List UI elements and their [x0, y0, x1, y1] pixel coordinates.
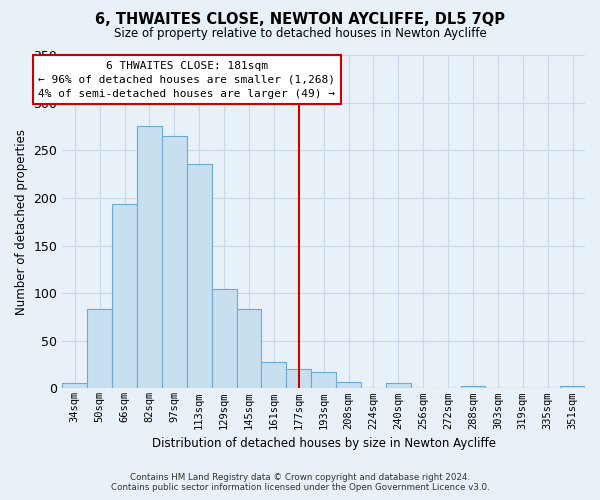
Bar	[286, 370, 311, 388]
Bar	[137, 126, 162, 388]
Y-axis label: Number of detached properties: Number of detached properties	[15, 128, 28, 314]
Text: 6, THWAITES CLOSE, NEWTON AYCLIFFE, DL5 7QP: 6, THWAITES CLOSE, NEWTON AYCLIFFE, DL5 …	[95, 12, 505, 28]
Text: 6 THWAITES CLOSE: 181sqm
← 96% of detached houses are smaller (1,268)
4% of semi: 6 THWAITES CLOSE: 181sqm ← 96% of detach…	[38, 60, 335, 98]
Bar	[311, 372, 336, 388]
Bar	[162, 136, 187, 388]
Bar	[386, 382, 411, 388]
Text: Contains HM Land Registry data © Crown copyright and database right 2024.
Contai: Contains HM Land Registry data © Crown c…	[110, 473, 490, 492]
Bar	[212, 290, 236, 388]
Bar	[112, 204, 137, 388]
Bar	[87, 310, 112, 388]
Bar	[262, 362, 286, 388]
Bar	[62, 382, 87, 388]
Bar	[461, 386, 485, 388]
Bar	[187, 164, 212, 388]
Text: Size of property relative to detached houses in Newton Aycliffe: Size of property relative to detached ho…	[113, 28, 487, 40]
Bar	[236, 310, 262, 388]
Bar	[560, 386, 585, 388]
Bar	[336, 382, 361, 388]
X-axis label: Distribution of detached houses by size in Newton Aycliffe: Distribution of detached houses by size …	[152, 437, 496, 450]
